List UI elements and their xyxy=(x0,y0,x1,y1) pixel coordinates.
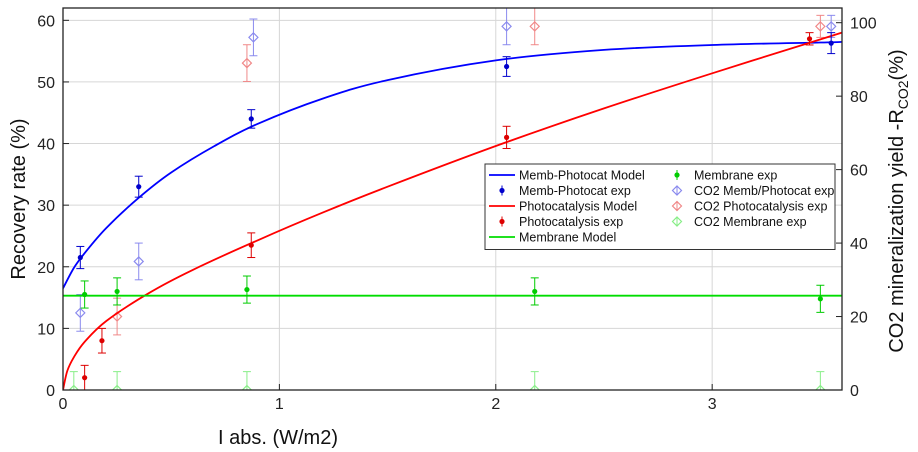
legend-swatch-marker xyxy=(671,200,683,212)
legend-swatch-marker xyxy=(674,172,680,178)
data-point-co2-photocatalysis-exp xyxy=(529,21,541,32)
data-point-memb-photocat-exp xyxy=(248,116,254,122)
y-right-tick-label: 80 xyxy=(850,89,868,106)
legend-item: Memb-Photocat Model xyxy=(489,169,645,183)
y-right-tick-label: 100 xyxy=(850,16,877,33)
series-photocatalysis-exp xyxy=(80,32,814,390)
series-line-memb-photocat-model xyxy=(63,41,842,289)
data-point-co2-memb-photocat-exp xyxy=(248,32,259,43)
legend-box xyxy=(484,163,836,250)
y-right-tick-label: 0 xyxy=(850,383,859,400)
data-point-co2-memb-photocat-exp xyxy=(74,307,86,319)
y-left-tick-label: 60 xyxy=(37,13,55,30)
data-point-co2-memb-photocat-exp xyxy=(133,256,145,267)
data-point-membrane-exp xyxy=(817,296,823,302)
data-point-memb-photocat-exp xyxy=(136,184,142,190)
data-point-photocatalysis-exp xyxy=(806,36,813,42)
data-point-photocatalysis-exp xyxy=(248,242,254,248)
legend-label: Photocatalysis Model xyxy=(519,200,637,214)
legend-item: Memb-Photocat exp xyxy=(499,184,631,198)
y-left-tick-label: 40 xyxy=(37,137,55,154)
y-right-tick-label: 60 xyxy=(850,163,868,180)
plot-frame xyxy=(62,7,843,391)
data-point-membrane-exp xyxy=(244,286,250,293)
data-point-memb-photocat-exp xyxy=(77,254,83,261)
y-right-tick-label: 20 xyxy=(850,310,868,327)
legend-label: Photocatalysis exp xyxy=(519,215,623,229)
data-point-co2-membrane-exp xyxy=(815,384,826,390)
x-tick-label: 1 xyxy=(275,396,284,413)
legend-item: CO2 Memb/Photocat exp xyxy=(671,184,834,198)
data-point-membrane-exp xyxy=(114,288,120,295)
legend-swatch-marker xyxy=(671,216,683,227)
y-axis-label-left: Recovery rate (%) xyxy=(8,118,30,279)
data-point-photocatalysis-exp xyxy=(82,375,88,381)
series-co2-photocatalysis-exp xyxy=(111,8,826,336)
legend-label: CO2 Photocatalysis exp xyxy=(694,200,827,214)
data-point-co2-memb-photocat-exp xyxy=(825,21,837,32)
legend-label: Memb-Photocat exp xyxy=(519,184,631,198)
data-point-co2-membrane-exp xyxy=(529,384,541,390)
y-axis-label-right-subscript: CO2 xyxy=(895,80,911,109)
legend-item: Membrane exp xyxy=(674,169,777,183)
data-point-co2-membrane-exp xyxy=(111,384,123,390)
y-left-tick-label: 0 xyxy=(46,383,55,400)
y-left-tick-label: 10 xyxy=(37,321,55,338)
legend: Memb-Photocat Model Membrane exp Memb-Phot… xyxy=(484,163,836,250)
legend-item: Photocatalysis Model xyxy=(489,200,637,214)
data-point-photocatalysis-exp xyxy=(503,134,510,140)
series-line-photocatalysis-model xyxy=(63,31,842,390)
series-memb-photocat-model xyxy=(63,41,842,289)
data-point-co2-membrane-exp xyxy=(68,384,80,390)
data-point-membrane-exp xyxy=(82,291,88,298)
series-membrane-exp xyxy=(80,275,825,313)
x-tick-label: 3 xyxy=(708,396,717,413)
legend-label: CO2 Membrane exp xyxy=(694,215,807,229)
data-point-co2-memb-photocat-exp xyxy=(501,21,512,32)
legend-label: CO2 Memb/Photocat exp xyxy=(694,184,834,198)
data-point-memb-photocat-exp xyxy=(828,40,834,46)
data-point-memb-photocat-exp xyxy=(503,63,510,70)
legend-item: Membrane Model xyxy=(489,231,616,245)
data-point-co2-photocatalysis-exp xyxy=(815,21,826,32)
series-photocatalysis-model xyxy=(63,31,842,390)
legend-item: CO2 Membrane exp xyxy=(671,215,807,229)
y-right-tick-label: 40 xyxy=(850,236,868,253)
legend-swatch-marker xyxy=(499,187,505,194)
y-axis-label-right: CO2 mineralization yield -RCO2(%) xyxy=(886,49,911,352)
series-memb-photocat-exp xyxy=(76,32,836,270)
x-tick-label: 0 xyxy=(59,396,68,413)
y-left-tick-label: 20 xyxy=(37,260,55,277)
data-point-photocatalysis-exp xyxy=(99,338,105,344)
data-point-co2-membrane-exp xyxy=(241,384,253,390)
x-tick-label: 2 xyxy=(491,396,500,413)
data-point-membrane-exp xyxy=(532,288,538,295)
plot-area xyxy=(63,8,842,390)
y-axis-label-right-suffix: (%) xyxy=(886,49,908,80)
legend-item: CO2 Photocatalysis exp xyxy=(671,200,827,214)
x-axis-label: I abs. (W/m2) xyxy=(218,427,338,449)
legend-label: Memb-Photocat Model xyxy=(519,169,645,183)
y-left-tick-label: 30 xyxy=(37,198,55,215)
y-left-tick-label: 50 xyxy=(37,75,55,92)
legend-swatch-marker xyxy=(671,185,683,196)
legend-label: Membrane exp xyxy=(694,169,777,183)
legend-item: Photocatalysis exp xyxy=(499,215,623,229)
legend-swatch-marker xyxy=(499,218,505,225)
data-point-co2-photocatalysis-exp xyxy=(241,57,253,69)
series-co2-membrane-exp xyxy=(68,371,826,390)
legend-label: Membrane Model xyxy=(519,231,616,245)
y-axis-label-right-main: CO2 mineralization yield -R xyxy=(886,109,908,352)
